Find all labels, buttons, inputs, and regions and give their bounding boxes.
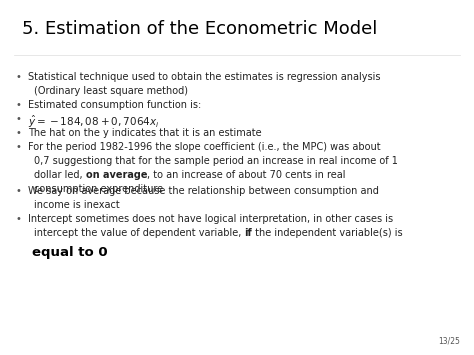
Text: Intercept sometimes does not have logical interpretation, in other cases is: Intercept sometimes does not have logica… xyxy=(28,214,393,224)
Text: if: if xyxy=(245,228,252,238)
Text: We say on average because the relationship between consumption and: We say on average because the relationsh… xyxy=(28,186,379,196)
Text: dollar led,: dollar led, xyxy=(34,170,86,180)
Text: 13/25: 13/25 xyxy=(438,336,460,345)
Text: consumption exprenditure: consumption exprenditure xyxy=(34,184,163,194)
Text: the independent variable(s) is: the independent variable(s) is xyxy=(252,228,403,238)
Text: 0,7 suggestiong that for the sample period an increase in real income of 1: 0,7 suggestiong that for the sample peri… xyxy=(34,156,398,166)
Text: •: • xyxy=(15,142,21,152)
Text: •: • xyxy=(15,114,21,124)
Text: Statistical technique used to obtain the estimates is regression analysis: Statistical technique used to obtain the… xyxy=(28,72,381,82)
Text: 5. Estimation of the Econometric Model: 5. Estimation of the Econometric Model xyxy=(22,20,377,38)
Text: intercept the value of dependent variable,: intercept the value of dependent variabl… xyxy=(34,228,245,238)
Text: (Ordinary least square method): (Ordinary least square method) xyxy=(34,86,188,96)
Text: •: • xyxy=(15,72,21,82)
Text: on average: on average xyxy=(86,170,147,180)
Text: The hat on the y indicates that it is an estimate: The hat on the y indicates that it is an… xyxy=(28,128,262,138)
Text: income is inexact: income is inexact xyxy=(34,200,120,210)
Text: equal to 0: equal to 0 xyxy=(32,246,108,259)
Text: •: • xyxy=(15,214,21,224)
Text: Estimated consumption function is:: Estimated consumption function is: xyxy=(28,100,201,110)
Text: •: • xyxy=(15,186,21,196)
Text: •: • xyxy=(15,100,21,110)
Text: For the period 1982-1996 the slope coefficient (i.e., the MPC) was about: For the period 1982-1996 the slope coeff… xyxy=(28,142,381,152)
Text: $\hat{y} = -184,08 + 0,7064x_i$: $\hat{y} = -184,08 + 0,7064x_i$ xyxy=(28,114,159,130)
Text: , to an increase of about 70 cents in real: , to an increase of about 70 cents in re… xyxy=(147,170,346,180)
Text: •: • xyxy=(15,128,21,138)
